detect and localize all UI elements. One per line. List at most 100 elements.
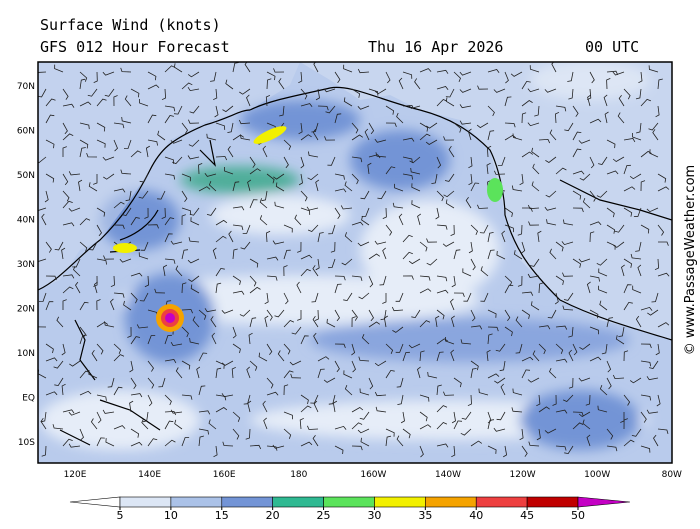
wind-barb xyxy=(334,343,346,349)
wind-barb xyxy=(162,264,168,277)
wind-barb xyxy=(170,409,183,414)
wind-barb xyxy=(283,156,289,169)
wind-barb xyxy=(315,179,320,192)
wind-barb xyxy=(249,156,256,168)
wind-barb xyxy=(307,425,319,430)
wind-barb xyxy=(125,190,132,202)
wind-barb xyxy=(426,238,438,243)
wind-barb xyxy=(210,71,217,82)
wind-barb xyxy=(545,156,557,163)
wind-barb xyxy=(164,420,174,430)
subtitle: GFS 012 Hour Forecast xyxy=(40,38,230,56)
wind-barb xyxy=(487,249,495,260)
wind-barb xyxy=(555,275,564,285)
wind-barb xyxy=(532,163,540,175)
wind-barb xyxy=(56,316,64,328)
wind-barb xyxy=(317,105,329,111)
wind-barb xyxy=(358,292,370,300)
wind-barb xyxy=(96,207,106,217)
wind-barb xyxy=(61,383,66,396)
wind-barb xyxy=(187,86,200,92)
wind-barb xyxy=(334,425,347,430)
wind-barb xyxy=(266,78,272,90)
wind-barb xyxy=(139,292,149,302)
wind-barb xyxy=(459,104,472,109)
wind-barb xyxy=(359,388,370,396)
lat-label: 40N xyxy=(17,216,35,226)
wind-barb xyxy=(315,88,320,101)
wind-barb xyxy=(374,240,387,245)
wind-barb xyxy=(392,326,404,333)
wind-barb xyxy=(277,350,285,362)
wind-barb xyxy=(248,332,253,345)
wind-barb xyxy=(445,97,455,107)
wind-barb xyxy=(561,241,574,246)
wind-barb xyxy=(334,283,342,294)
wind-barb xyxy=(657,186,670,192)
wind-barb xyxy=(361,333,370,345)
wind-barb xyxy=(635,241,642,252)
wind-barb xyxy=(411,183,421,192)
wind-barb xyxy=(459,88,472,93)
wind-barb xyxy=(62,146,67,157)
wind-barb xyxy=(351,407,364,413)
wind-barb xyxy=(189,337,200,345)
wind-barb xyxy=(651,292,659,303)
wind-barb xyxy=(351,316,356,328)
wind-barb xyxy=(278,78,285,90)
wind-barb xyxy=(181,214,186,226)
wind-barb xyxy=(343,292,353,302)
wind-barb xyxy=(79,241,88,252)
wind-barb xyxy=(45,301,54,311)
wind-barb xyxy=(555,409,568,414)
wind-barb xyxy=(90,418,98,430)
wind-barb xyxy=(631,428,642,437)
wind-barb xyxy=(79,122,90,130)
wind-barb xyxy=(657,173,667,183)
wind-barb xyxy=(181,190,188,203)
lat-label: 30N xyxy=(17,260,35,270)
wind-barb xyxy=(79,428,84,441)
wind-barb xyxy=(181,282,187,294)
wind-barb xyxy=(538,138,551,144)
wind-barb xyxy=(300,190,308,202)
wind-barb xyxy=(589,275,600,282)
wind-barb xyxy=(45,114,55,124)
wind-barb xyxy=(129,400,134,413)
wind-barb xyxy=(91,349,98,362)
wind-barb xyxy=(102,156,115,161)
wind-barb xyxy=(410,167,421,175)
wind-barb xyxy=(598,285,608,294)
wind-barb xyxy=(538,343,546,355)
wind-barb xyxy=(120,169,132,175)
lat-label: 20N xyxy=(17,305,35,315)
wind-barb xyxy=(249,286,261,294)
wind-barb xyxy=(402,137,415,142)
lon-label: 140W xyxy=(435,470,461,480)
wind-barb xyxy=(623,350,629,362)
wind-barb xyxy=(38,71,47,73)
wind-barb xyxy=(419,350,425,362)
wind-barb xyxy=(564,445,574,455)
wind-barb xyxy=(170,341,183,347)
wind-barb xyxy=(181,394,193,400)
wind-barb xyxy=(436,275,448,282)
colorbar-label: 20 xyxy=(266,509,280,522)
wind-barb xyxy=(397,394,404,405)
wind-barb xyxy=(45,98,56,107)
wind-barb xyxy=(618,94,625,107)
wind-barb xyxy=(453,292,465,297)
wind-barb xyxy=(419,424,432,430)
wind-barb xyxy=(232,428,240,440)
wind-barb xyxy=(538,406,550,413)
wind-barb xyxy=(351,309,358,321)
wind-barb xyxy=(528,441,540,447)
wind-barb xyxy=(139,98,149,107)
wind-barb xyxy=(164,394,172,406)
wind-barb xyxy=(88,182,98,192)
wind-barb xyxy=(175,265,183,277)
wind-barb xyxy=(298,71,303,84)
wind-barb xyxy=(568,326,574,338)
wind-barb xyxy=(113,292,125,298)
wind-barb xyxy=(623,186,636,192)
